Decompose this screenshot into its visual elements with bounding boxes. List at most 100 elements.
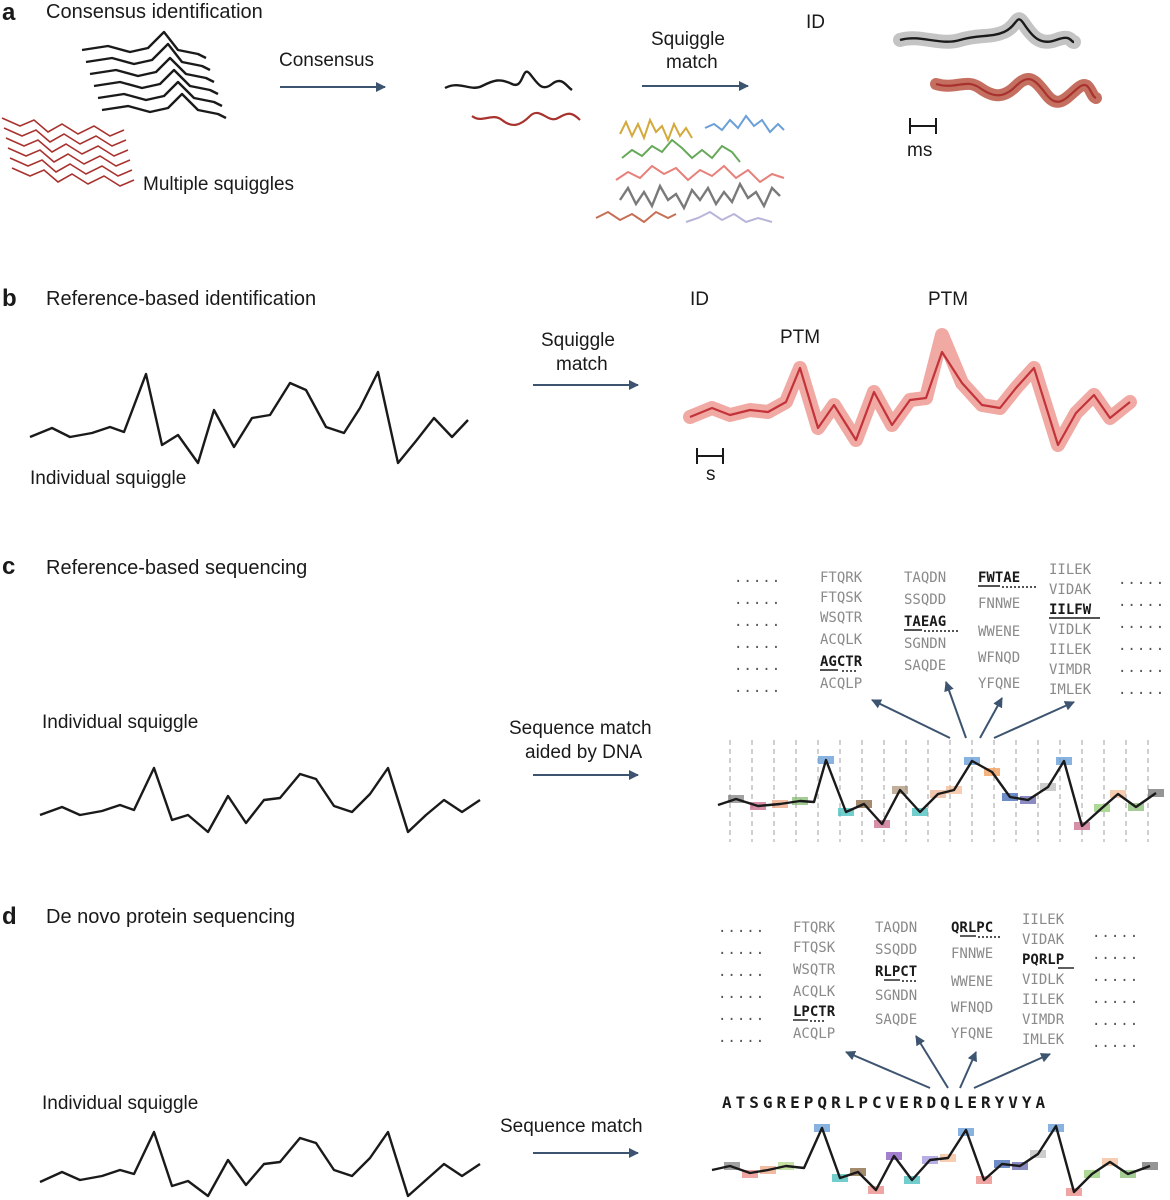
svg-text:.....: ..... [718,1030,765,1046]
panel-a: a Consensus identification Multiple squi… [1,0,1102,224]
candidate-peptide: IILEK [1049,642,1092,658]
id-label-b: ID [690,289,709,310]
consensus-label: Consensus [279,50,374,71]
candidate-peptide: WSQTR [793,962,836,978]
squiggle-d-aligned [711,1124,1151,1194]
candidate-peptide: FTQRK [793,920,836,936]
panel-c-title: Reference-based sequencing [46,557,307,579]
candidate-peptide: TAQDN [904,570,946,586]
matched-peptide: FWTAE [978,570,1020,586]
matched-peptide: IILFW [1049,602,1092,618]
dots-right-c: ..... ..... ..... ..... ..... ..... [1118,572,1165,698]
candidate-column-c-4: IILEK VIDAK IILFW VIDLK IILEK VIMDR IMLE… [1049,562,1092,698]
match-underlines-d [793,935,1074,1022]
candidate-peptide: VIDLK [1049,622,1092,638]
candidate-peptide: VIDAK [1022,932,1065,948]
candidate-peptide: ACQLK [820,632,863,648]
candidate-column-c-1: FTQRK FTQSK WSQTR ACQLK AGCTR ACQLP [820,570,863,692]
match-underlines-c [820,585,1100,672]
scale-bar-ms [909,118,937,134]
svg-text:.....: ..... [1092,969,1139,985]
svg-text:.....: ..... [1092,947,1139,963]
individual-squiggle-c [39,766,481,834]
squiggle-match-label-b-1: Squiggle [541,330,615,351]
candidate-column-c-2: TAQDN SSQDD TAEAG SGNDN SAQDE [904,570,946,674]
scale-label-s: s [706,464,716,485]
candidate-peptide: SAQDE [904,658,946,674]
sequence-match-dna-label-2: aided by DNA [525,742,643,763]
candidate-column-c-3: FWTAE FNNWE WWENE WFNQD YFQNE [978,570,1020,692]
candidate-peptide: WSQTR [820,610,863,626]
candidate-peptide: IILEK [1022,912,1065,928]
candidate-peptide: WWENE [951,974,993,990]
candidate-column-d-2: TAQDN SSQDD RLPCT SGNDN SAQDE [875,920,917,1028]
squiggle-match-label-b-2: match [556,354,608,375]
candidate-peptide: IILEK [1022,992,1065,1008]
candidate-peptide: FNNWE [951,946,993,962]
consensus-red-squiggle [471,111,581,126]
dots-right-d: ..... ..... ..... ..... ..... ..... [1092,925,1139,1051]
candidate-peptide: WWENE [978,624,1020,640]
panel-c-letter: c [2,553,15,580]
dots-left-d: ..... ..... ..... ..... ..... ..... [718,920,765,1046]
sequence-match-label: Sequence match [500,1116,643,1137]
panel-b-letter: b [2,285,17,312]
candidate-peptide: SAQDE [875,1012,917,1028]
candidate-peptide: FNNWE [978,596,1020,612]
candidate-peptide: IMLEK [1022,1032,1065,1048]
matched-peptide: PQRLP [1022,952,1064,968]
panel-d-letter: d [2,903,17,930]
candidate-column-d-3: QRLPC FNNWE WWENE WFNQD YFQNE [951,920,993,1042]
candidate-column-d-1: FTQRK FTQSK WSQTR ACQLK LPCTR ACQLP [793,920,836,1042]
squiggle-match-label-1: Squiggle [651,29,725,50]
pointer-arrows-d [845,1035,1051,1089]
panel-a-letter: a [2,0,16,26]
candidate-peptide: FTQSK [793,940,836,956]
id-red-squiggle [935,77,1097,103]
svg-text:.....: ..... [1118,572,1165,588]
svg-text:.....: ..... [734,592,781,608]
svg-text:.....: ..... [718,964,765,980]
svg-text:.....: ..... [1092,991,1139,1007]
svg-text:.....: ..... [1118,682,1165,698]
svg-text:.....: ..... [1118,660,1165,676]
black-squiggle-stack [81,30,227,120]
svg-text:.....: ..... [734,658,781,674]
svg-text:.....: ..... [1118,616,1165,632]
scale-label-ms: ms [907,140,932,161]
candidate-peptide: FTQSK [820,590,863,606]
candidate-column-d-4: IILEK VIDAK PQRLP VIDLK IILEK VIMDR IMLE… [1022,912,1065,1048]
squiggle-match-label-2: match [666,52,718,73]
matched-peptide: RLPCT [875,964,917,980]
panel-d: d De novo protein sequencing Individual … [2,903,1158,1198]
candidate-peptide: SSQDD [875,942,917,958]
candidate-peptide: VIDLK [1022,972,1065,988]
candidate-peptide: ACQLK [793,984,836,1000]
matched-peptide: LPCTR [793,1004,836,1020]
svg-text:.....: ..... [734,570,781,586]
svg-text:.....: ..... [1118,638,1165,654]
squiggle-c-aligned [717,758,1157,828]
id-label-a: ID [806,12,825,33]
scale-bar-s [696,448,724,464]
panel-a-title: Consensus identification [46,1,263,23]
dots-left-c: ..... ..... ..... ..... ..... ..... [734,570,781,696]
svg-text:.....: ..... [1092,1035,1139,1051]
candidate-peptide: WFNQD [978,650,1020,666]
ptm-match-squiggle [689,350,1131,447]
candidate-peptide: VIMDR [1049,662,1092,678]
matched-peptide: TAEAG [904,614,946,630]
candidate-peptide: VIMDR [1022,1012,1065,1028]
panel-b: b Reference-based identification Individ… [2,285,1137,489]
red-squiggle-stack [1,117,135,187]
id-red-band [930,73,1102,108]
individual-squiggle-label-c: Individual squiggle [42,712,198,733]
candidate-peptide: ACQLP [820,676,862,692]
svg-text:.....: ..... [718,1008,765,1024]
candidate-peptide: TAQDN [875,920,917,936]
id-black-squiggle [899,18,1075,44]
candidate-peptide: YFQNE [978,676,1020,692]
matched-peptide: QRLPC [951,920,993,936]
candidate-peptide: WFNQD [951,1000,993,1016]
svg-text:.....: ..... [734,636,781,652]
